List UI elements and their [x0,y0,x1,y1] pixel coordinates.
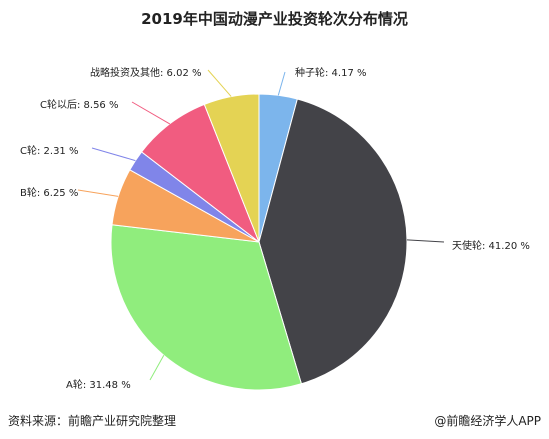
leader-line-5 [131,101,171,125]
leader-line-3 [77,189,119,197]
brand-credit: @前瞻经济学人APP [434,414,541,428]
slice-label-3: B轮: 6.25 % [20,186,78,199]
leader-line-0 [277,71,286,96]
slice-label-5: C轮以后: 8.56 % [40,98,118,111]
slice-label-0: 种子轮: 4.17 % [295,66,367,79]
leader-line-2 [149,355,165,381]
pie-slices [110,93,408,391]
leader-line-6 [207,69,232,97]
pie-slice-1 [258,98,408,385]
slice-label-6: 战略投资及其他: 6.02 % [90,66,202,79]
slice-label-2: A轮: 31.48 % [66,378,131,391]
leader-line-1 [406,239,445,243]
slice-label-4: C轮: 2.31 % [20,144,78,157]
source-note: 资料来源：前瞻产业研究院整理 [8,414,177,428]
pie-slice-6 [203,93,260,243]
leader-line-4 [91,147,136,162]
chart-title: 2019年中国动漫产业投资轮次分布情况 [141,10,408,28]
pie-slice-2 [110,224,303,391]
slice-label-1: 天使轮: 41.20 % [452,239,530,252]
pie-labels: 种子轮: 4.17 % 天使轮: 41.20 % A轮: 31.48 % B轮: 6.… [20,66,530,391]
